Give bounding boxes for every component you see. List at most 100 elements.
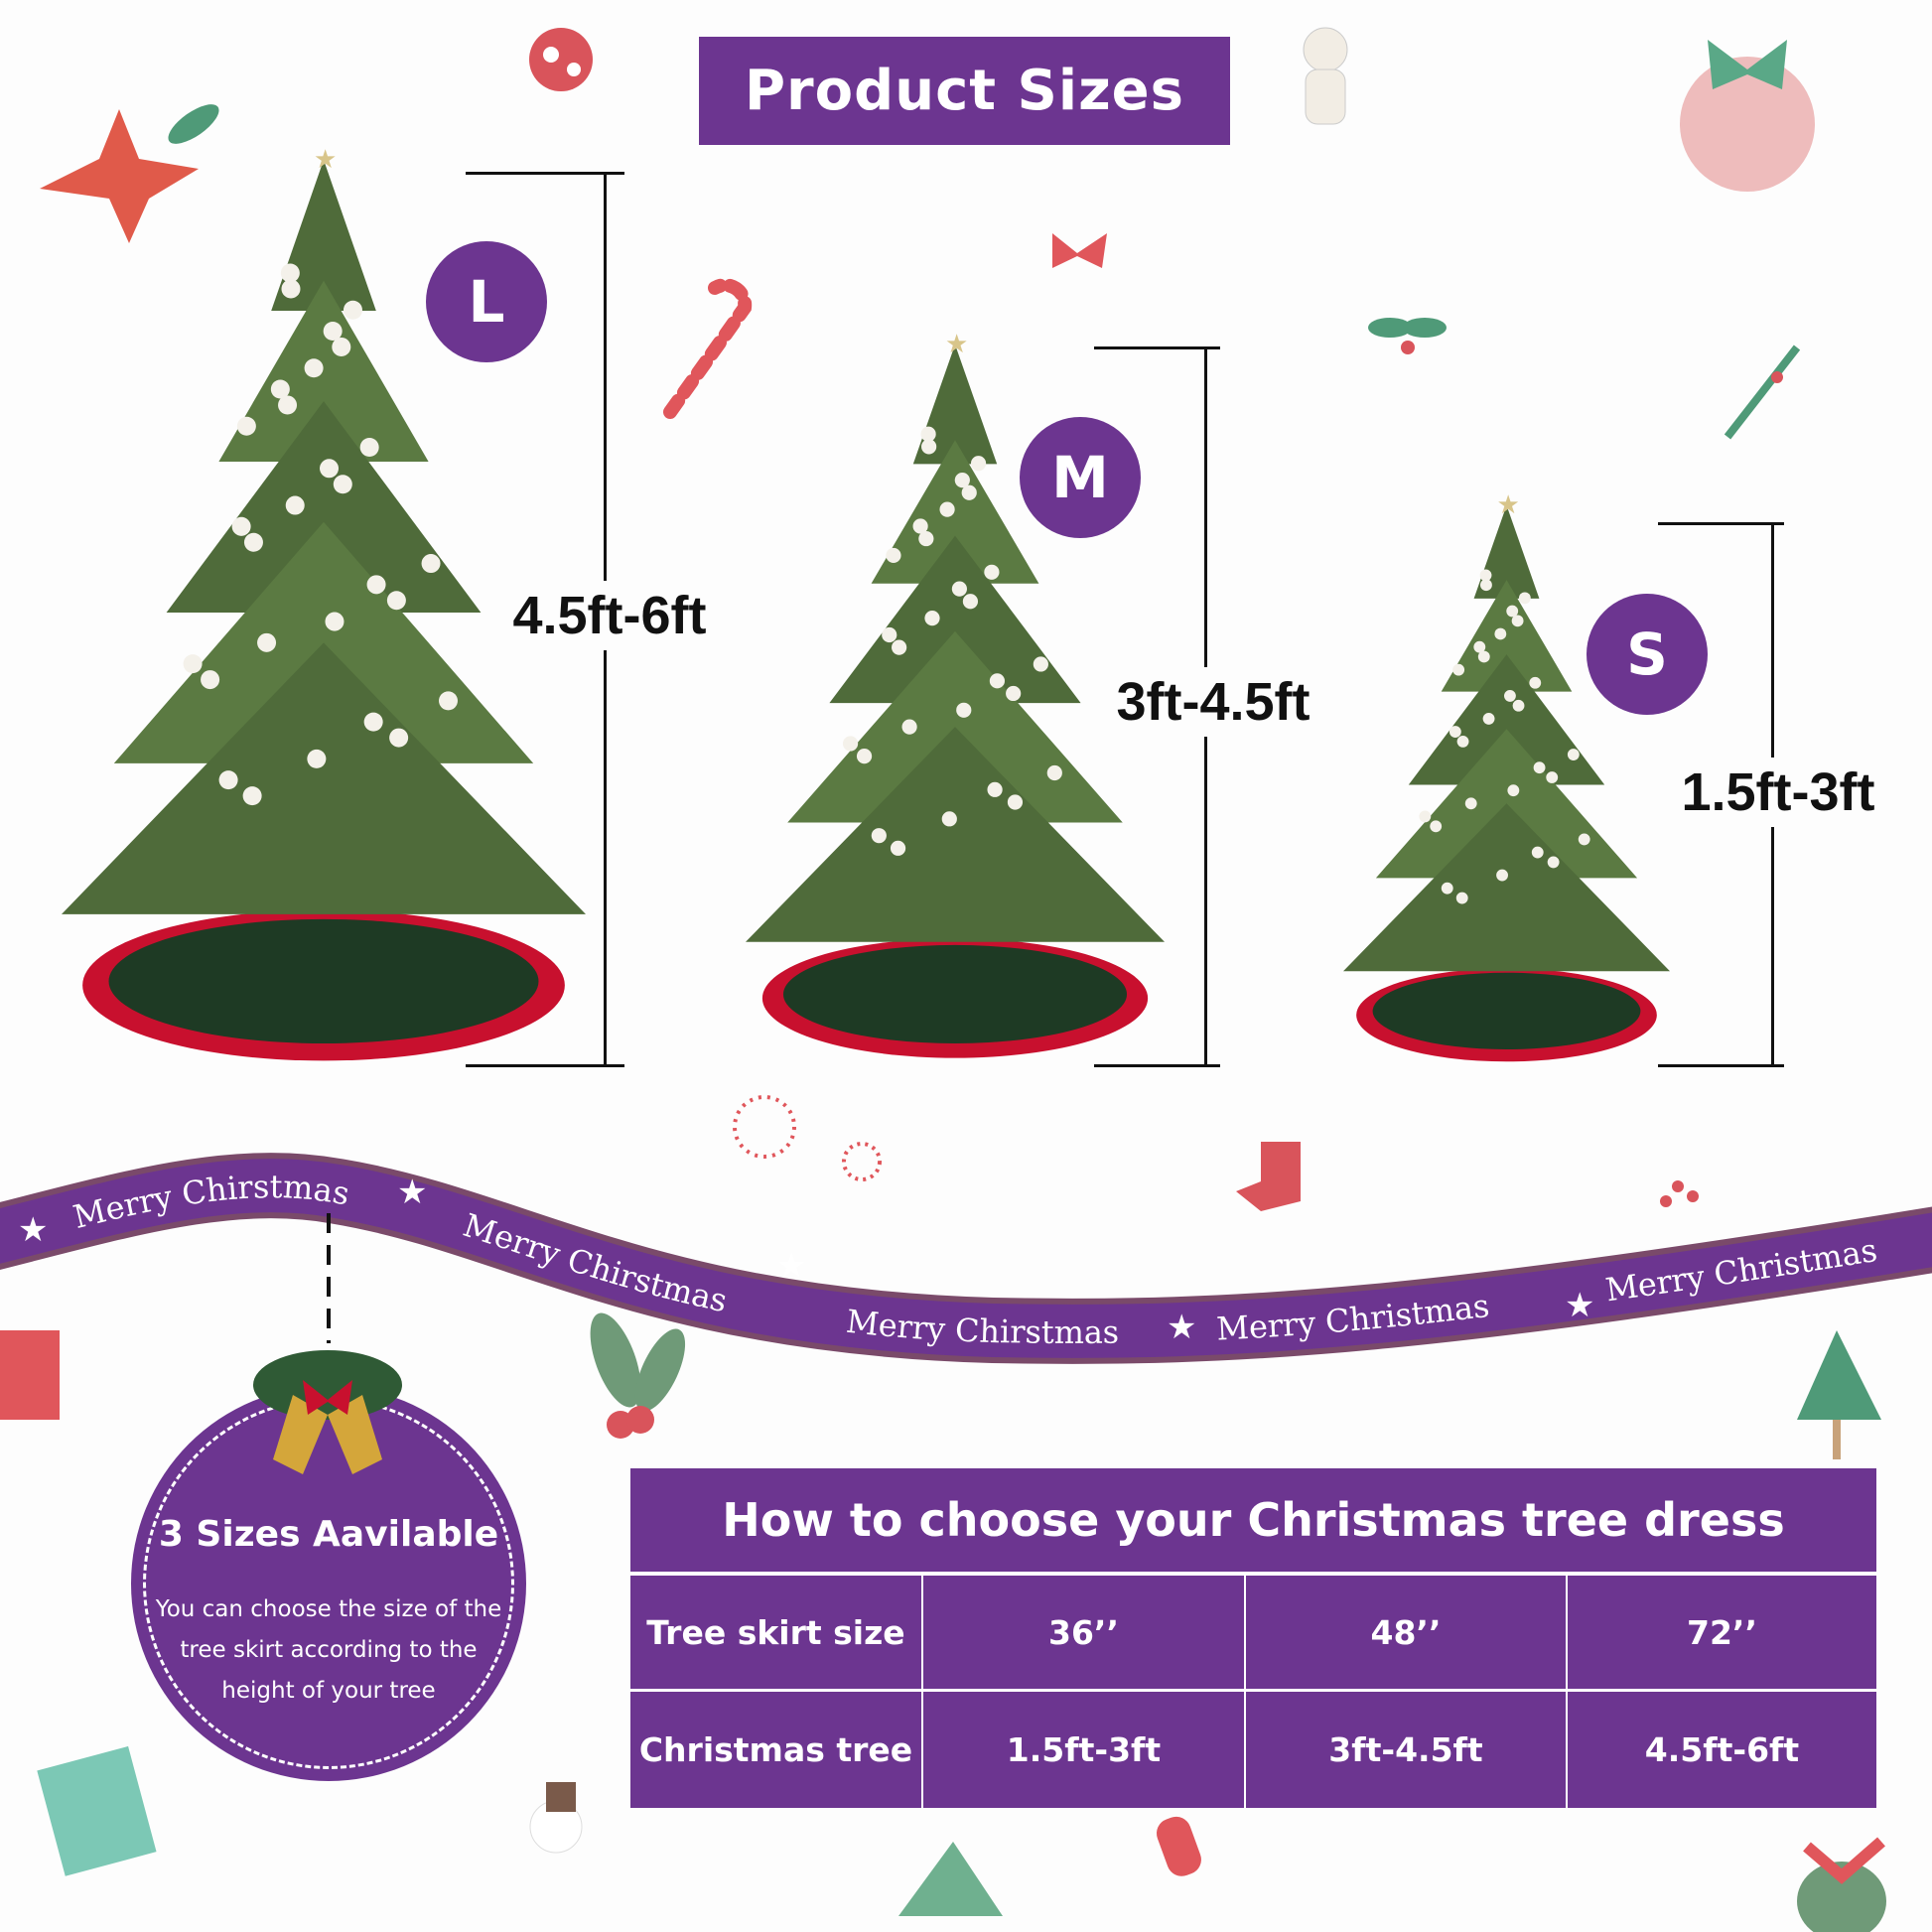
- tree-medium: ★: [746, 330, 1165, 1058]
- height-label-m: 3ft-4.5ft: [1116, 667, 1311, 737]
- table-cell: 36’’: [923, 1576, 1246, 1692]
- row-header: Christmas tree: [630, 1692, 923, 1808]
- tree-foliage: [62, 642, 586, 914]
- small-tree-icon: [898, 1330, 1881, 1916]
- ornament-icon: [529, 28, 593, 91]
- ornament: [1480, 579, 1492, 592]
- ornament: [912, 518, 928, 534]
- info-title: 3 Sizes Aavilable: [158, 1514, 499, 1555]
- ornament: [987, 781, 1003, 797]
- dimension-bottom-l: [466, 1064, 624, 1067]
- ornament: [961, 484, 977, 500]
- ornament: [1477, 650, 1490, 663]
- ornament: [924, 611, 940, 626]
- ornament: [842, 736, 859, 752]
- ornament: [1033, 656, 1048, 672]
- ornament: [871, 828, 887, 844]
- dimension-top-s: [1658, 522, 1784, 525]
- gift-bag-icon: [1797, 1837, 1886, 1932]
- bells-icon: [253, 1350, 402, 1474]
- ornament: [278, 395, 298, 415]
- dimension-top-l: [466, 172, 624, 175]
- ornament: [1441, 882, 1453, 895]
- ornament: [1504, 689, 1516, 702]
- ornament: [280, 263, 300, 283]
- ornament: [307, 749, 327, 768]
- ornament: [1455, 892, 1468, 904]
- ornament: [1452, 663, 1465, 676]
- ornament: [1506, 605, 1519, 618]
- tree-small: ★: [1343, 490, 1670, 1062]
- ornament: [201, 670, 220, 690]
- ornament: [183, 654, 203, 674]
- star-icon: ★: [1565, 1286, 1594, 1325]
- ornament: [1464, 797, 1477, 810]
- ornament: [1046, 764, 1062, 781]
- star-icon: ★: [776, 1246, 806, 1286]
- star-icon: ★: [1167, 1308, 1196, 1347]
- ornament: [1473, 640, 1486, 653]
- ornament: [332, 337, 351, 356]
- table-cell: 4.5ft-6ft: [1644, 1730, 1800, 1769]
- ornament: [1430, 820, 1443, 833]
- ornament: [1496, 869, 1508, 882]
- table-cell: 3ft-4.5ft: [1246, 1692, 1568, 1808]
- size-badge-l: L: [426, 241, 547, 362]
- ornament: [270, 379, 290, 399]
- info-text-line: You can choose the size of the: [155, 1596, 502, 1622]
- ornament: [882, 626, 897, 643]
- ornament: [989, 673, 1006, 689]
- ornament: [1531, 846, 1544, 859]
- ornament: [325, 612, 345, 631]
- holly-large-icon: [590, 1312, 686, 1439]
- tree-foliage: [746, 727, 1165, 942]
- dimension-bottom-s: [1658, 1064, 1784, 1067]
- ornament: [1578, 833, 1590, 846]
- ornament: [257, 632, 277, 652]
- berries-icon: [1660, 1180, 1699, 1207]
- ornament: [1518, 592, 1531, 605]
- tree-foliage: [871, 440, 1039, 584]
- ornament: [1482, 712, 1495, 725]
- ornament: [1546, 771, 1559, 783]
- branch-icon: [1724, 345, 1801, 440]
- ornament: [901, 719, 917, 735]
- stocking-icon: [1236, 1142, 1301, 1211]
- dimension-bottom-m: [1094, 1064, 1220, 1067]
- candy-cane-icon: [663, 278, 753, 419]
- ornament: [389, 728, 409, 748]
- size-table: How to choose your Christmas tree dress …: [630, 1468, 1876, 1808]
- tree-foliage: [1343, 803, 1670, 972]
- tree-skirt-center: [782, 944, 1128, 1043]
- table-cell: 48’’: [1246, 1576, 1568, 1692]
- table-title: How to choose your Christmas tree dress: [630, 1468, 1876, 1576]
- size-badge-m: M: [1020, 417, 1141, 538]
- ornament: [304, 358, 324, 378]
- tree-topper-icon: ★: [1497, 490, 1520, 520]
- ornament: [1567, 749, 1580, 760]
- ornament: [236, 416, 256, 436]
- ornament: [386, 591, 406, 611]
- bow-icon: [1052, 233, 1107, 268]
- ornament: [856, 749, 873, 764]
- dimension-top-m: [1094, 346, 1220, 349]
- gift-icon: [0, 1330, 157, 1876]
- bow-ornament-icon: [1680, 40, 1815, 192]
- info-text-line: height of your tree: [221, 1678, 436, 1704]
- ornament: [421, 554, 441, 574]
- ornament: [1533, 761, 1546, 774]
- ornament: [1512, 699, 1525, 712]
- snowman-icon: [529, 1782, 583, 1854]
- ornament: [962, 594, 979, 610]
- tree-large: ★: [62, 145, 586, 1061]
- tree-foliage: [1375, 729, 1638, 879]
- ornament: [323, 321, 343, 342]
- tree-topper-icon: ★: [945, 330, 968, 359]
- table-cell: 1.5ft-3ft: [923, 1692, 1246, 1808]
- page-title: Product Sizes: [699, 37, 1230, 145]
- ornament: [1511, 615, 1524, 627]
- ornament: [218, 770, 238, 790]
- ornament: [333, 475, 352, 494]
